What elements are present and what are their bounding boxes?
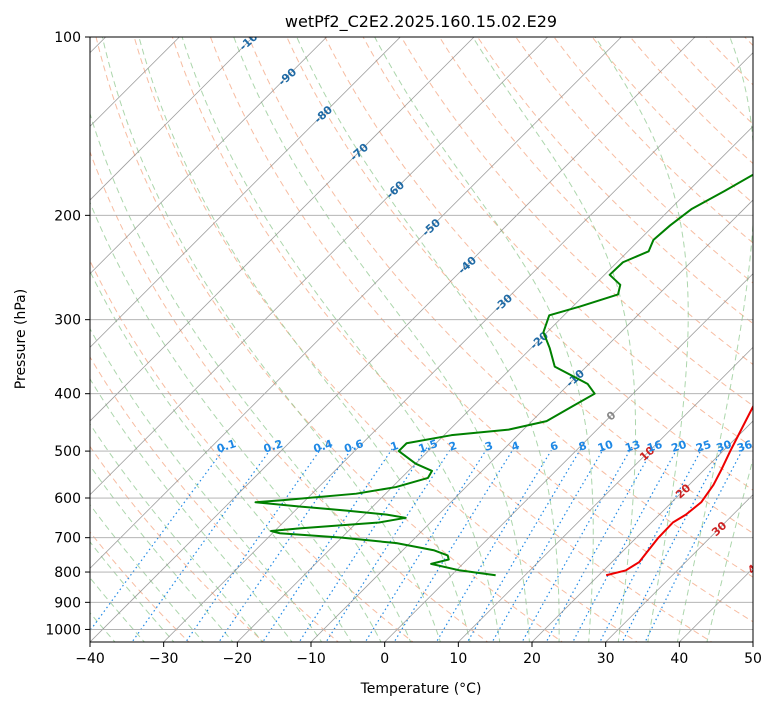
mixing-ratio-label: 30: [715, 438, 734, 455]
dry-adiabat-line: [362, 37, 753, 449]
y-tick-label: 500: [54, 444, 81, 460]
isotherm-line: [384, 273, 753, 642]
mixing-ratio-line: [298, 446, 428, 642]
isotherm-line: [310, 199, 753, 642]
mixing-ratio-label: 3: [483, 439, 494, 454]
y-tick-label: 600: [54, 491, 81, 507]
dry-adiabat-line: [400, 37, 753, 407]
mixing-ratio-line: [185, 446, 323, 642]
x-tick-label: −30: [149, 651, 179, 667]
mixing-ratio-lines: [90, 446, 745, 642]
sounding-series: [254, 173, 753, 577]
mixing-ratio-label: 36: [735, 438, 754, 455]
mixing-ratio-label: 10: [596, 438, 615, 455]
mixing-ratio-line: [90, 446, 227, 632]
isotherm-line: [90, 37, 328, 275]
y-tick-label: 100: [54, 30, 81, 46]
isotherm-line: [90, 37, 475, 422]
y-tick-label: 1000: [45, 622, 81, 638]
mixing-ratio-line: [545, 446, 655, 642]
mixing-ratio-line: [435, 446, 554, 642]
mixing-ratio-label: 16: [645, 438, 664, 455]
isotherm-line: [90, 37, 401, 348]
isotherm-line: [163, 52, 753, 642]
mixing-ratio-label: 25: [694, 438, 713, 455]
mixing-ratio-label: 0.6: [343, 437, 366, 455]
mixing-ratio-line: [572, 446, 679, 642]
mixing-ratio-line: [491, 446, 606, 642]
mixing-ratio-label: 13: [623, 438, 642, 455]
isotherm-line: [90, 37, 254, 201]
x-axis-ticks: −40 −30 −20 −10 0 10 20 30 40 50: [75, 642, 762, 667]
isotherm-line: [90, 37, 622, 569]
dry-adiabat-line: [439, 37, 753, 366]
x-tick-label: 50: [744, 651, 762, 667]
mixing-ratio-label: 6: [549, 439, 561, 454]
x-tick-label: 40: [670, 651, 688, 667]
y-tick-label: 300: [54, 313, 81, 329]
mixing-ratio-line: [364, 446, 489, 642]
isotherm-line: [90, 37, 549, 496]
temperature-profile: [605, 404, 753, 577]
y-tick-label: 400: [54, 387, 81, 403]
y-axis-ticks: 100 200 300 400 500 600 700 800 900 1000: [45, 30, 90, 638]
mixing-ratio-line: [621, 446, 724, 642]
isotherm-line: [457, 346, 753, 642]
moist-adiabat-line: [90, 112, 412, 642]
dry-adiabat-line: [90, 259, 414, 642]
isotherm-line: [90, 37, 696, 642]
x-tick-label: 20: [523, 651, 541, 667]
y-tick-label: 700: [54, 531, 81, 547]
x-tick-label: 30: [597, 651, 615, 667]
isotherms: [90, 37, 753, 642]
plot-area: -100-90-80-70-60-50-40-30-20-10010203040…: [90, 37, 765, 642]
y-tick-label: 800: [54, 565, 81, 581]
x-tick-label: 0: [380, 651, 389, 667]
mixing-ratio-label: 2: [447, 439, 458, 454]
x-tick-label: −20: [223, 651, 253, 667]
chart-title: wetPf2_C2E2.2025.160.15.02.E29: [285, 12, 557, 32]
mixing-ratio-label: 1: [389, 439, 400, 454]
y-tick-label: 200: [54, 208, 81, 224]
mixing-ratio-line: [393, 446, 516, 642]
dry-adiabat-line: [477, 37, 753, 325]
isotherm-line: [605, 494, 753, 642]
dry-adiabat-line: [286, 37, 753, 534]
isotherm-label: 40: [745, 557, 765, 577]
mixing-ratio-line: [325, 446, 453, 642]
x-tick-label: −40: [75, 651, 105, 667]
x-axis-label: Temperature (°C): [360, 681, 482, 697]
y-tick-label: 900: [54, 595, 81, 611]
mixing-ratio-label: 0.2: [262, 437, 285, 455]
dewpoint-profile: [254, 173, 753, 577]
isotherm-line: [531, 420, 753, 642]
mixing-ratio-line: [521, 446, 633, 642]
x-tick-label: −10: [296, 651, 326, 667]
mixing-ratio-label: 8: [577, 439, 588, 454]
y-axis-label: Pressure (hPa): [13, 289, 29, 389]
mixing-ratio-label: 20: [670, 438, 689, 455]
mixing-ratio-label: 4: [510, 439, 522, 454]
mixing-ratio-line: [599, 446, 704, 642]
mixing-ratio-label: 0.4: [312, 437, 335, 455]
mixing-ratio-label: 0.1: [215, 437, 238, 455]
plot-frame: [89, 36, 754, 643]
moist-adiabat-line: [90, 201, 382, 642]
dry-adiabat-line: [248, 37, 753, 578]
dry-adiabat-line: [324, 37, 753, 491]
x-tick-label: 10: [449, 651, 467, 667]
mixing-ratio-label: 1.5: [417, 437, 440, 455]
pressure-gridlines: [90, 37, 753, 630]
